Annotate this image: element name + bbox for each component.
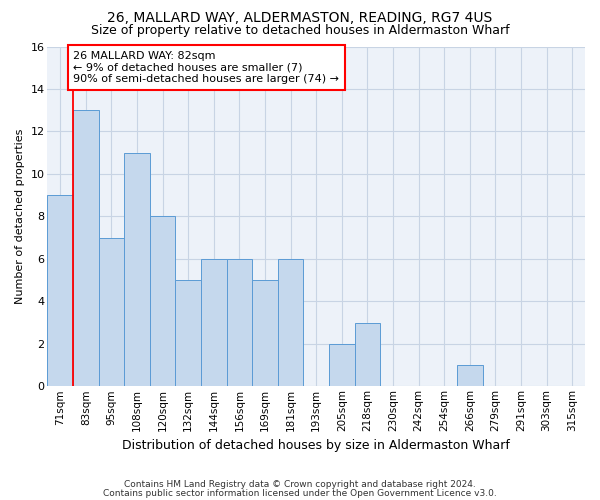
Bar: [252, 280, 278, 386]
Bar: [278, 259, 304, 386]
Text: Size of property relative to detached houses in Aldermaston Wharf: Size of property relative to detached ho…: [91, 24, 509, 37]
Text: Contains HM Land Registry data © Crown copyright and database right 2024.: Contains HM Land Registry data © Crown c…: [124, 480, 476, 489]
Text: 26 MALLARD WAY: 82sqm
← 9% of detached houses are smaller (7)
90% of semi-detach: 26 MALLARD WAY: 82sqm ← 9% of detached h…: [73, 50, 339, 84]
Bar: [98, 238, 124, 386]
Bar: [227, 259, 252, 386]
Bar: [175, 280, 201, 386]
Bar: [150, 216, 175, 386]
X-axis label: Distribution of detached houses by size in Aldermaston Wharf: Distribution of detached houses by size …: [122, 440, 510, 452]
Bar: [47, 195, 73, 386]
Bar: [457, 365, 482, 386]
Text: Contains public sector information licensed under the Open Government Licence v3: Contains public sector information licen…: [103, 488, 497, 498]
Bar: [355, 322, 380, 386]
Y-axis label: Number of detached properties: Number of detached properties: [15, 128, 25, 304]
Bar: [124, 152, 150, 386]
Bar: [73, 110, 98, 386]
Bar: [201, 259, 227, 386]
Bar: [329, 344, 355, 387]
Text: 26, MALLARD WAY, ALDERMASTON, READING, RG7 4US: 26, MALLARD WAY, ALDERMASTON, READING, R…: [107, 11, 493, 25]
